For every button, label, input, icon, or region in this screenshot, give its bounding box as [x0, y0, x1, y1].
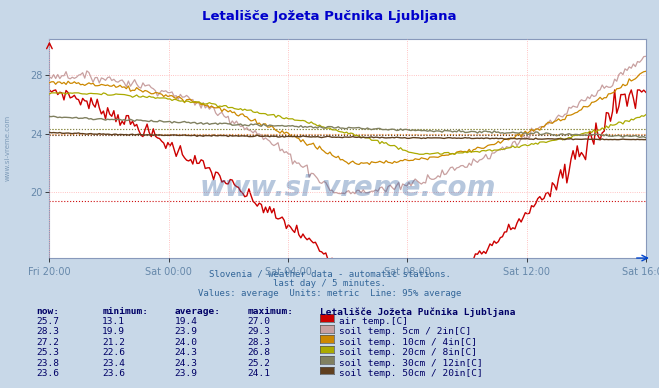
Text: 19.9: 19.9 — [102, 327, 125, 336]
Text: Slovenia / weather data - automatic stations.: Slovenia / weather data - automatic stat… — [208, 270, 451, 279]
Text: www.si-vreme.com: www.si-vreme.com — [200, 174, 496, 202]
Text: 24.1: 24.1 — [247, 369, 270, 378]
Text: 23.8: 23.8 — [36, 359, 59, 368]
Text: 19.4: 19.4 — [175, 317, 198, 326]
Text: 23.4: 23.4 — [102, 359, 125, 368]
Text: 29.3: 29.3 — [247, 327, 270, 336]
Text: 25.2: 25.2 — [247, 359, 270, 368]
Text: 24.3: 24.3 — [175, 359, 198, 368]
Text: now:: now: — [36, 307, 59, 316]
Text: soil temp. 20cm / 8in[C]: soil temp. 20cm / 8in[C] — [339, 348, 477, 357]
Text: 22.6: 22.6 — [102, 348, 125, 357]
Text: 23.6: 23.6 — [102, 369, 125, 378]
Text: 13.1: 13.1 — [102, 317, 125, 326]
Text: 26.8: 26.8 — [247, 348, 270, 357]
Text: 23.9: 23.9 — [175, 369, 198, 378]
Text: 24.0: 24.0 — [175, 338, 198, 347]
Text: air temp.[C]: air temp.[C] — [339, 317, 409, 326]
Text: soil temp. 5cm / 2in[C]: soil temp. 5cm / 2in[C] — [339, 327, 472, 336]
Text: soil temp. 30cm / 12in[C]: soil temp. 30cm / 12in[C] — [339, 359, 483, 368]
Text: Letališče Jožeta Pučnika Ljubljana: Letališče Jožeta Pučnika Ljubljana — [202, 10, 457, 23]
Text: 23.6: 23.6 — [36, 369, 59, 378]
Text: Values: average  Units: metric  Line: 95% average: Values: average Units: metric Line: 95% … — [198, 289, 461, 298]
Text: last day / 5 minutes.: last day / 5 minutes. — [273, 279, 386, 288]
Text: minimum:: minimum: — [102, 307, 148, 316]
Text: 28.3: 28.3 — [36, 327, 59, 336]
Text: maximum:: maximum: — [247, 307, 293, 316]
Text: average:: average: — [175, 307, 221, 316]
Text: 23.9: 23.9 — [175, 327, 198, 336]
Text: 27.2: 27.2 — [36, 338, 59, 347]
Text: 25.7: 25.7 — [36, 317, 59, 326]
Text: 28.3: 28.3 — [247, 338, 270, 347]
Text: Letališče Jožeta Pučnika Ljubljana: Letališče Jožeta Pučnika Ljubljana — [320, 307, 515, 317]
Text: www.si-vreme.com: www.si-vreme.com — [5, 114, 11, 180]
Text: 27.0: 27.0 — [247, 317, 270, 326]
Text: 24.3: 24.3 — [175, 348, 198, 357]
Text: 25.3: 25.3 — [36, 348, 59, 357]
Text: soil temp. 10cm / 4in[C]: soil temp. 10cm / 4in[C] — [339, 338, 477, 347]
Text: 21.2: 21.2 — [102, 338, 125, 347]
Text: soil temp. 50cm / 20in[C]: soil temp. 50cm / 20in[C] — [339, 369, 483, 378]
